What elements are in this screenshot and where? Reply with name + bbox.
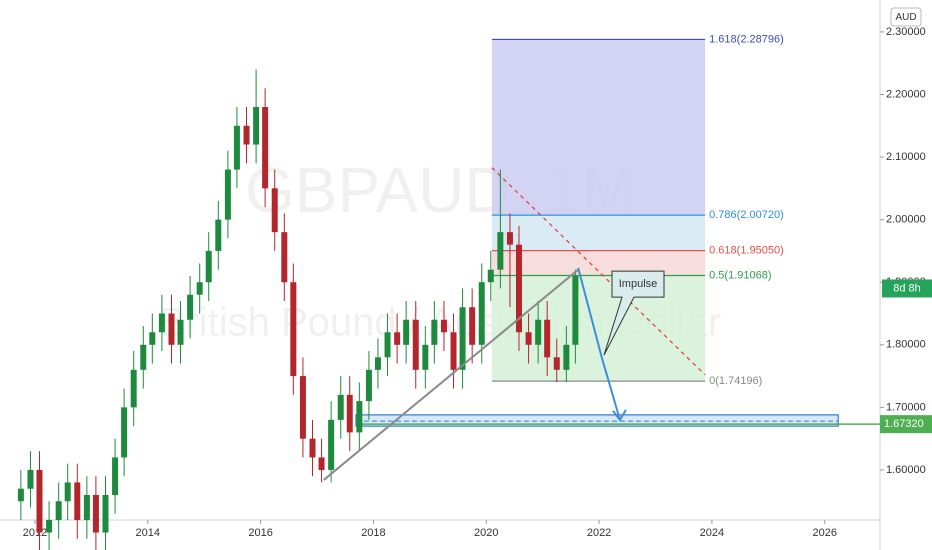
y-tick-label: 2.30000 xyxy=(886,26,926,38)
candle-body xyxy=(412,319,419,370)
candle-body xyxy=(535,319,542,345)
fib-zone xyxy=(491,39,706,216)
candle-body xyxy=(233,125,240,170)
fib-diagonal xyxy=(491,167,706,376)
y-tick-label: 2.00000 xyxy=(886,214,926,226)
candle-body xyxy=(253,107,260,145)
candle-body xyxy=(487,269,494,283)
candle-body xyxy=(422,344,429,370)
candle-body xyxy=(92,494,99,533)
candle-body xyxy=(337,394,344,420)
candle-body xyxy=(64,482,71,502)
y-tick-label: 1.80000 xyxy=(886,339,926,351)
candle-body xyxy=(74,482,81,520)
candle-body xyxy=(478,282,485,345)
candle-body xyxy=(394,332,401,345)
x-tick-label: 2016 xyxy=(248,527,272,539)
candle-body xyxy=(440,319,447,333)
x-tick-label: 2024 xyxy=(700,527,724,539)
candle-body xyxy=(140,344,147,370)
fib-label: 0.618(1.95050) xyxy=(709,245,784,257)
projection-arrowhead xyxy=(612,409,627,422)
price-line-label: 1.67320 xyxy=(884,418,924,430)
candle-body xyxy=(112,457,119,495)
candle-body xyxy=(187,294,194,320)
candle-body xyxy=(572,275,579,345)
candle-body xyxy=(262,107,269,189)
x-tick-label: 2012 xyxy=(23,527,47,539)
trendline xyxy=(323,268,579,481)
fib-zone xyxy=(491,250,706,276)
countdown-label: 8d 8h xyxy=(893,282,921,294)
candle-body xyxy=(281,232,288,283)
candle-body xyxy=(215,219,222,251)
callout-box xyxy=(603,270,665,356)
candle-body xyxy=(497,232,504,270)
candle-body xyxy=(450,332,457,370)
x-tick-label: 2020 xyxy=(474,527,498,539)
fib-label: 1.618(2.28796) xyxy=(709,33,784,45)
candle-body xyxy=(553,357,560,370)
fib-label: 0(1.74196) xyxy=(709,375,762,387)
projection xyxy=(577,267,621,421)
y-tick-label: 1.60000 xyxy=(886,464,926,476)
candle-body xyxy=(27,469,34,489)
candle-body xyxy=(374,357,381,370)
candle-body xyxy=(196,282,203,295)
candle-body xyxy=(290,282,297,377)
candle-body xyxy=(177,319,184,345)
candle-body xyxy=(36,469,43,533)
candle-body xyxy=(158,313,165,333)
candle-body xyxy=(469,307,476,345)
y-tick-label: 2.20000 xyxy=(886,88,926,100)
y-tick-label: 1.70000 xyxy=(886,401,926,413)
candle-body xyxy=(328,419,335,470)
candle-body xyxy=(83,494,90,520)
candle-body xyxy=(346,394,353,433)
countdown-badge xyxy=(882,279,932,298)
candle-body xyxy=(102,494,109,533)
fib-zone xyxy=(491,275,706,382)
candle-body xyxy=(243,125,250,145)
candle-body xyxy=(205,250,212,283)
candle-body xyxy=(403,319,410,345)
candle-body xyxy=(356,401,363,433)
candle-body xyxy=(46,520,53,533)
candle-body xyxy=(271,188,278,233)
candle-body xyxy=(299,376,306,439)
fib-zone xyxy=(491,215,706,251)
x-tick-label: 2022 xyxy=(587,527,611,539)
candle-body xyxy=(384,332,391,358)
candle-body xyxy=(149,332,156,345)
x-tick-label: 2014 xyxy=(136,527,160,539)
candle-body xyxy=(121,407,128,458)
candle-body xyxy=(309,438,316,458)
candle-body xyxy=(130,369,137,408)
candle-body xyxy=(365,369,372,402)
candle-body xyxy=(544,319,551,358)
candle-body xyxy=(17,488,24,502)
support-zone xyxy=(355,414,839,427)
currency-box xyxy=(890,7,922,27)
fib-label: 0.5(1.91068) xyxy=(709,269,771,281)
y-tick-label: 2.10000 xyxy=(886,151,926,163)
candle-body xyxy=(168,313,175,345)
candle-body xyxy=(318,457,325,470)
candle-body xyxy=(224,169,231,220)
x-tick-label: 2018 xyxy=(361,527,385,539)
candle-body xyxy=(525,332,532,345)
candle-body xyxy=(55,501,62,520)
candle-body xyxy=(515,244,522,333)
candle-body xyxy=(506,232,513,245)
candle-body xyxy=(563,344,570,370)
fib-label: 0.786(2.00720) xyxy=(709,209,784,221)
callout-text: Impulse xyxy=(619,278,658,290)
x-tick-label: 2026 xyxy=(812,527,836,539)
candle-body xyxy=(459,307,466,370)
price-line-badge xyxy=(880,415,932,434)
candle-body xyxy=(431,319,438,345)
currency: AUD xyxy=(895,12,916,23)
